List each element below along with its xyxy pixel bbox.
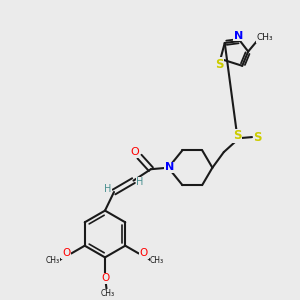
Text: N: N xyxy=(234,31,243,40)
Text: CH₃: CH₃ xyxy=(150,256,164,265)
Text: S: S xyxy=(253,130,262,144)
Text: S: S xyxy=(233,129,242,142)
Text: H: H xyxy=(104,184,111,194)
Text: O: O xyxy=(140,248,148,259)
Text: CH₃: CH₃ xyxy=(101,290,115,298)
Text: CH₃: CH₃ xyxy=(257,33,273,42)
Text: N: N xyxy=(165,162,174,172)
Text: O: O xyxy=(101,273,109,283)
Text: O: O xyxy=(62,248,70,259)
Text: CH₃: CH₃ xyxy=(46,256,60,265)
Text: H: H xyxy=(136,177,144,187)
Text: O: O xyxy=(130,147,139,157)
Text: S: S xyxy=(215,58,223,71)
